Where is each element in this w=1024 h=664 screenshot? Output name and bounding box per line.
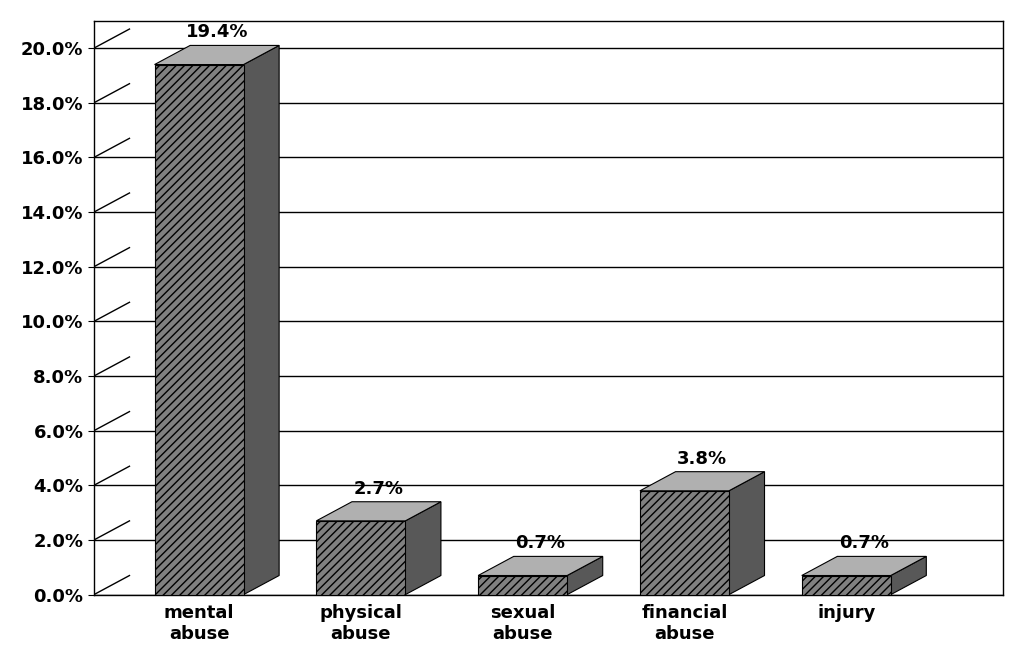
Text: 0.7%: 0.7% (839, 535, 889, 552)
Polygon shape (640, 491, 729, 595)
Polygon shape (640, 471, 765, 491)
Polygon shape (155, 64, 244, 595)
Polygon shape (567, 556, 603, 595)
Polygon shape (478, 576, 567, 595)
Polygon shape (802, 576, 891, 595)
Polygon shape (244, 45, 280, 595)
Polygon shape (729, 471, 765, 595)
Text: 0.7%: 0.7% (515, 535, 565, 552)
Polygon shape (155, 45, 280, 64)
Text: 2.7%: 2.7% (353, 479, 403, 497)
Polygon shape (478, 556, 603, 576)
Polygon shape (802, 556, 927, 576)
Text: 19.4%: 19.4% (185, 23, 248, 41)
Polygon shape (316, 502, 441, 521)
Polygon shape (406, 502, 441, 595)
Text: 3.8%: 3.8% (677, 450, 727, 467)
Polygon shape (316, 521, 406, 595)
Polygon shape (891, 556, 927, 595)
